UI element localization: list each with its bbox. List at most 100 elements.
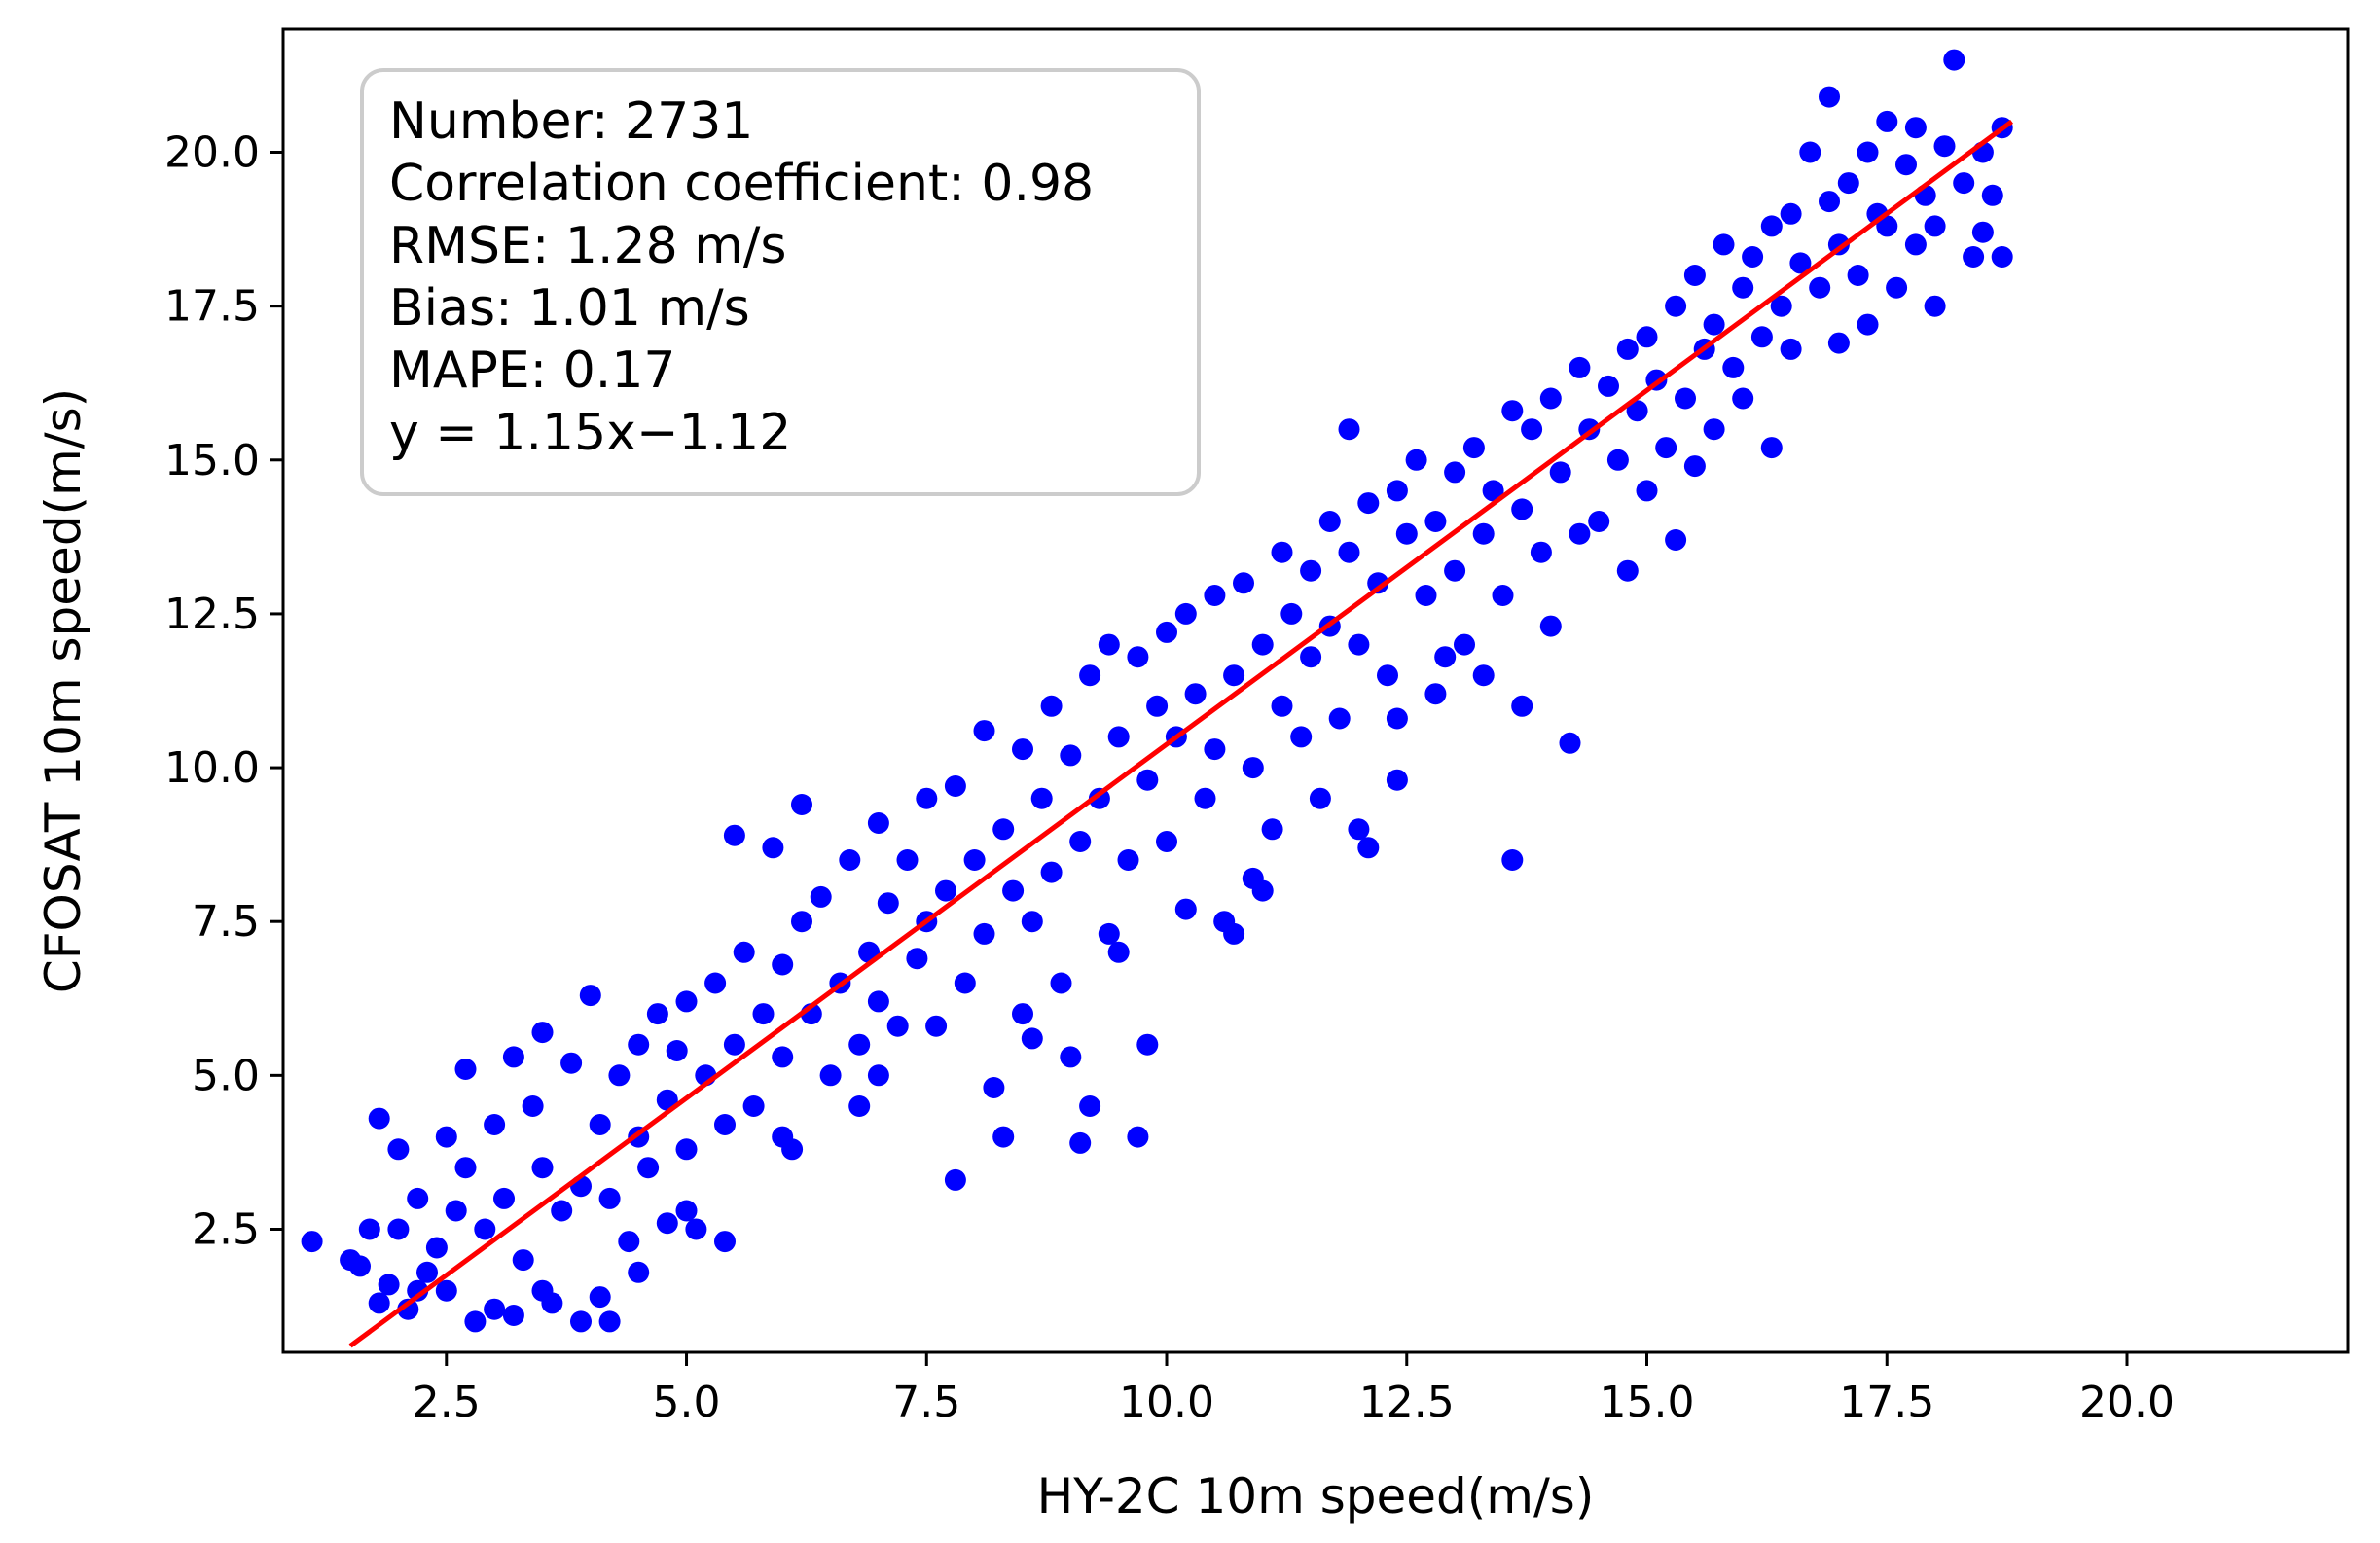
data-point-56 xyxy=(742,1095,765,1117)
stats-line-bias: Bias: 1.01 m/s xyxy=(389,279,750,338)
stats-box: Number: 2731 Correlation coefficient: 0.… xyxy=(360,68,1201,496)
data-point-50 xyxy=(704,972,727,994)
y-tick-label-3: 10.0 xyxy=(164,743,260,793)
data-point-195 xyxy=(1703,418,1725,441)
data-point-213 xyxy=(1827,332,1850,354)
data-point-36 xyxy=(598,1187,621,1209)
data-point-41 xyxy=(637,1157,660,1179)
x-tick-label-4: 12.5 xyxy=(1359,1378,1455,1427)
data-point-94 xyxy=(1030,787,1053,809)
data-point-189 xyxy=(1665,529,1687,551)
data-point-14 xyxy=(435,1279,457,1302)
data-point-48 xyxy=(685,1218,707,1240)
data-point-34 xyxy=(589,1114,611,1135)
x-tick-label-0: 2.5 xyxy=(413,1378,481,1427)
data-point-71 xyxy=(867,812,889,834)
x-tick-label-6: 17.5 xyxy=(1839,1378,1934,1427)
data-point-147 xyxy=(1367,572,1389,594)
data-point-38 xyxy=(618,1231,640,1253)
data-point-30 xyxy=(560,1052,583,1074)
data-point-47 xyxy=(675,990,698,1013)
data-point-247 xyxy=(1251,879,1274,902)
data-point-72 xyxy=(867,990,889,1013)
data-point-245 xyxy=(1012,1003,1033,1025)
data-point-59 xyxy=(772,1046,794,1068)
y-tick-label-0: 2.5 xyxy=(192,1204,260,1254)
data-point-217 xyxy=(1857,313,1879,336)
stats-box-frame xyxy=(360,68,1201,496)
y-tick-label-2: 7.5 xyxy=(192,897,260,947)
data-point-29 xyxy=(551,1200,573,1222)
data-point-12 xyxy=(425,1237,448,1259)
data-point-235 xyxy=(1991,246,2013,268)
y-axis-ticks: 2.5 5.0 7.5 10.0 12.5 15.0 17.5 20.0 xyxy=(164,128,283,1254)
data-point-140 xyxy=(1328,707,1351,730)
data-point-229 xyxy=(1943,49,1965,71)
data-point-121 xyxy=(1204,585,1226,606)
data-point-90 xyxy=(1002,879,1025,902)
data-point-184 xyxy=(1636,326,1658,348)
data-point-205 xyxy=(1780,202,1802,225)
data-point-143 xyxy=(1348,633,1370,656)
data-point-178 xyxy=(1588,511,1610,532)
data-point-89 xyxy=(992,1126,1015,1148)
data-point-242 xyxy=(407,1279,429,1302)
data-point-24 xyxy=(512,1249,534,1272)
data-point-33 xyxy=(579,985,601,1007)
data-point-200 xyxy=(1742,246,1764,268)
data-point-124 xyxy=(1223,664,1245,687)
data-point-141 xyxy=(1338,541,1360,563)
y-axis-label: CFOSAT 10m speed(m/s) xyxy=(35,388,91,993)
data-point-2 xyxy=(349,1255,371,1277)
data-point-10 xyxy=(407,1187,429,1209)
data-point-246 xyxy=(1107,941,1130,963)
data-point-176 xyxy=(1569,522,1591,545)
data-point-108 xyxy=(1117,849,1139,871)
data-point-156 xyxy=(1434,646,1457,668)
data-point-79 xyxy=(925,1015,948,1037)
data-point-174 xyxy=(1559,732,1581,754)
data-point-91 xyxy=(1012,738,1033,761)
data-point-81 xyxy=(944,775,966,797)
data-point-134 xyxy=(1290,726,1313,748)
data-point-87 xyxy=(983,1077,1005,1098)
data-point-21 xyxy=(484,1298,506,1320)
data-point-171 xyxy=(1539,387,1562,410)
data-point-101 xyxy=(1069,1131,1092,1154)
data-point-46 xyxy=(675,1138,698,1161)
data-point-66 xyxy=(819,1064,842,1087)
x-axis-ticks: 2.5 5.0 7.5 10.0 12.5 15.0 17.5 20.0 xyxy=(413,1352,2175,1427)
data-point-113 xyxy=(1146,695,1169,717)
data-point-62 xyxy=(791,911,812,933)
stats-line-fit-equation: y = 1.15x−1.12 xyxy=(389,404,791,462)
data-point-25 xyxy=(522,1095,544,1117)
data-point-202 xyxy=(1760,215,1783,237)
data-point-146 xyxy=(1357,837,1380,859)
x-tick-label-3: 10.0 xyxy=(1119,1378,1214,1427)
data-point-149 xyxy=(1386,480,1408,502)
data-point-185 xyxy=(1636,480,1658,502)
data-point-224 xyxy=(1904,117,1927,139)
data-point-112 xyxy=(1136,1033,1159,1056)
data-point-227 xyxy=(1924,215,1946,237)
data-point-170 xyxy=(1530,541,1552,563)
data-point-22 xyxy=(493,1187,515,1209)
data-point-126 xyxy=(1233,572,1254,594)
data-point-172 xyxy=(1539,615,1562,637)
data-point-118 xyxy=(1174,898,1197,920)
data-point-132 xyxy=(1271,695,1293,717)
data-point-175 xyxy=(1569,356,1591,378)
data-point-99 xyxy=(1060,1046,1082,1068)
data-point-231 xyxy=(1963,246,1985,268)
data-point-168 xyxy=(1511,695,1533,717)
data-point-0 xyxy=(301,1231,323,1253)
data-point-88 xyxy=(992,818,1015,841)
data-point-194 xyxy=(1703,313,1725,336)
data-point-208 xyxy=(1799,141,1821,163)
data-point-43 xyxy=(656,1212,678,1235)
stats-line-correlation: Correlation coefficient: 0.98 xyxy=(389,155,1094,213)
x-tick-label-2: 7.5 xyxy=(892,1378,960,1427)
data-point-152 xyxy=(1395,522,1418,545)
data-point-86 xyxy=(973,922,995,945)
data-point-153 xyxy=(1405,449,1427,471)
